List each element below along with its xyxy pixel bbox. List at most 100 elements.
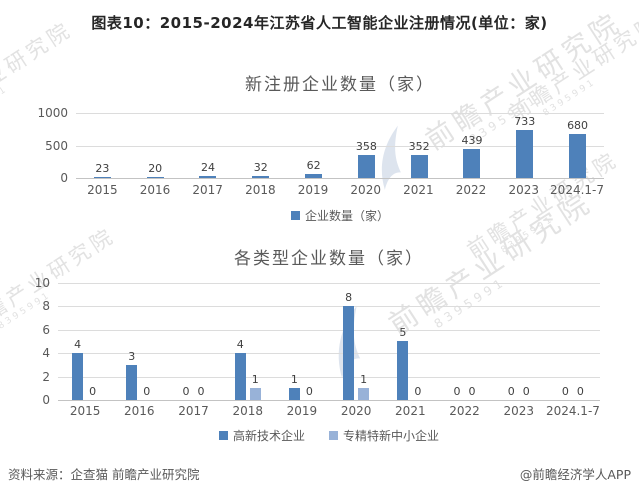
legend: 高新技术企业 专精特新中小企业 (58, 427, 600, 444)
grid-line (76, 178, 604, 179)
y-tick-label: 500 (45, 139, 68, 153)
bar-group: 1 (288, 373, 300, 400)
grid-line (76, 146, 604, 147)
x-tick-label: 2023 (503, 404, 534, 418)
bar (199, 176, 217, 178)
bar-value-label: 1 (251, 373, 259, 386)
bar-value-label: 0 (305, 385, 313, 398)
bar-group: 0 (521, 385, 532, 400)
bar-value-label: 3 (128, 350, 136, 363)
legend-swatch (329, 431, 338, 440)
footer-source: 资料来源：企查猫 前瞻产业研究院 (8, 467, 200, 482)
y-tick-label: 4 (42, 346, 50, 360)
grid-line (58, 377, 600, 378)
bar-group: 680 (567, 119, 588, 178)
bar (358, 388, 370, 400)
x-tick-label: 2017 (192, 183, 223, 197)
category-column: 62 (287, 113, 340, 178)
bar-value-label: 24 (200, 161, 215, 174)
bar (72, 353, 84, 400)
bar-value-label: 352 (408, 140, 430, 153)
bar (463, 149, 481, 178)
category-column: 439 (446, 113, 499, 178)
bar (288, 388, 300, 400)
bar-value-label: 20 (148, 162, 163, 175)
footer-credit: @前瞻经济学人APP (519, 467, 631, 482)
category-column: 32 (234, 113, 287, 178)
grid-line (58, 283, 600, 284)
x-tick-label: 2022 (449, 404, 480, 418)
x-tick-label: 2021 (403, 183, 434, 197)
x-tick-label: 2024.1-7 (545, 404, 600, 418)
bar-group: 4 (72, 338, 84, 400)
chart-title: 新注册企业数量（家） (245, 75, 435, 95)
bar-group: 0 (506, 385, 517, 400)
x-axis-labels: 2015 2016 2017 2018 2019 2020 2021 2022 2023 2024… (58, 404, 600, 418)
bar-group: 352 (409, 140, 430, 178)
x-tick-label: 2020 (340, 404, 372, 418)
bar-group: 62 (305, 159, 323, 178)
bar-group: 0 (181, 385, 192, 400)
grid-line (58, 353, 600, 354)
x-tick-label: 2017 (178, 404, 209, 418)
y-tick-label: 8 (42, 299, 50, 313)
y-tick-label: 0 (60, 171, 68, 185)
bar (516, 130, 534, 178)
category-column: 23 (76, 113, 129, 178)
bar-columns: 23 20 24 32 62 358 352 439 733 680 (76, 113, 604, 178)
bar-value-label: 680 (567, 119, 589, 132)
bar (397, 341, 409, 400)
bar-group: 0 (560, 385, 571, 400)
x-tick-label: 2020 (350, 183, 381, 197)
bar-group: 3 (126, 350, 138, 400)
bar (569, 134, 587, 178)
x-tick-label: 2016 (139, 183, 171, 197)
bar-value-label: 439 (461, 134, 483, 147)
bar (249, 388, 261, 400)
bar-value-label: 0 (89, 385, 97, 398)
bar-group: 20 (146, 162, 164, 178)
bar-value-label: 0 (522, 385, 530, 398)
category-column: 680 (551, 113, 604, 178)
bar-group: 32 (252, 161, 270, 178)
x-tick-label: 2024.1-7 (550, 183, 604, 197)
bar-group: 24 (199, 161, 217, 178)
plot-area: 0 500 1000 23 20 24 32 62 358 352 439 733 680 (37, 106, 604, 185)
bar (343, 306, 355, 400)
category-column: 358 (340, 113, 393, 178)
legend-item: 高新技术企业 (218, 427, 305, 444)
bar (357, 155, 375, 178)
bar-group: 0 (452, 385, 463, 400)
bar-value-label: 1 (290, 373, 298, 386)
chart-title: 各类型企业数量（家） (234, 249, 424, 269)
bar-group: 1 (249, 373, 261, 400)
x-tick-label: 2019 (297, 183, 329, 197)
bar-value-label: 0 (414, 385, 422, 398)
bar-value-label: 4 (236, 338, 244, 351)
bar-value-label: 4 (74, 338, 82, 351)
bar-group: 5 (397, 326, 409, 400)
bar-group: 0 (87, 385, 98, 400)
bar-value-label: 0 (507, 385, 515, 398)
bar-group: 23 (93, 162, 111, 178)
legend: 企业数量（家） (76, 207, 604, 224)
bar-value-label: 0 (197, 385, 205, 398)
bar (410, 155, 428, 178)
bar-value-label: 5 (399, 326, 407, 339)
x-tick-label: 2016 (124, 404, 155, 418)
x-tick-label: 2019 (286, 404, 318, 418)
legend-label: 高新技术企业 (232, 429, 305, 443)
legend-swatch (290, 211, 300, 220)
legend-item: 专精特新中小企业 (329, 427, 439, 444)
bar-group: 0 (467, 385, 478, 400)
bar-group: 439 (461, 134, 482, 178)
bar-group: 0 (304, 385, 315, 400)
